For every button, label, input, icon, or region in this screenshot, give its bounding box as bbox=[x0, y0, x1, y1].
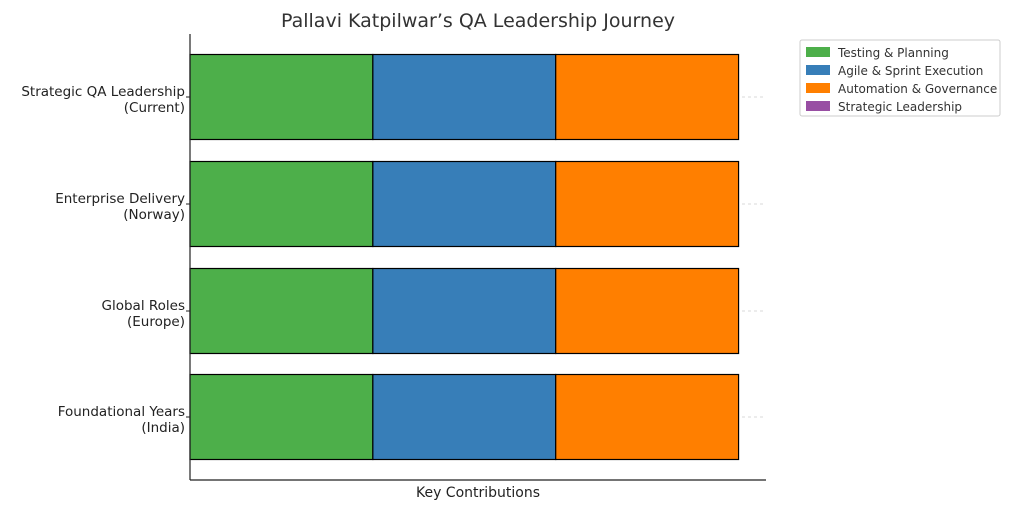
bar-segment bbox=[189, 160, 374, 248]
y-tick-label: Foundational Years bbox=[58, 404, 185, 420]
bar-segment bbox=[555, 160, 740, 248]
legend-frame bbox=[799, 39, 1001, 117]
legend-swatch bbox=[806, 65, 830, 75]
legend-swatch bbox=[806, 101, 830, 111]
chart-title: Pallavi Katpilwar’s QA Leadership Journe… bbox=[281, 10, 675, 32]
bar-segment bbox=[372, 160, 557, 248]
y-tick-label-sub: (India) bbox=[141, 420, 185, 436]
bar-segment bbox=[555, 267, 740, 355]
bar-segment bbox=[189, 53, 374, 141]
legend-label: Strategic Leadership bbox=[838, 100, 962, 114]
y-tick-label-sub: (Current) bbox=[124, 100, 185, 116]
y-tick-label-sub: (Europe) bbox=[127, 314, 185, 330]
bar-segment bbox=[555, 53, 740, 141]
legend-swatch bbox=[806, 83, 830, 93]
legend: Testing & Planning Agile & Sprint Executi… bbox=[799, 39, 1001, 117]
y-tick-label: Global Roles bbox=[102, 298, 185, 314]
legend-label: Automation & Governance bbox=[838, 82, 997, 96]
bar-segment bbox=[372, 267, 557, 355]
y-tick-labels: Strategic QA Leadership(Current) Enterpri… bbox=[21, 84, 185, 436]
axes bbox=[186, 34, 766, 481]
legend-label: Agile & Sprint Execution bbox=[838, 64, 983, 78]
y-tick-label: Enterprise Delivery bbox=[55, 191, 185, 207]
legend-swatch bbox=[806, 47, 830, 57]
legend-label: Testing & Planning bbox=[837, 46, 949, 60]
bar-segment bbox=[555, 373, 740, 461]
bars-group bbox=[189, 53, 740, 461]
x-axis-label: Key Contributions bbox=[416, 485, 540, 501]
bar-segment bbox=[189, 267, 374, 355]
bar-segment bbox=[189, 373, 374, 461]
y-tick-label: Strategic QA Leadership bbox=[21, 84, 185, 100]
gridlines bbox=[190, 96, 766, 418]
y-tick-label-sub: (Norway) bbox=[123, 207, 185, 223]
bar-segment bbox=[372, 53, 557, 141]
bar-segment bbox=[372, 373, 557, 461]
